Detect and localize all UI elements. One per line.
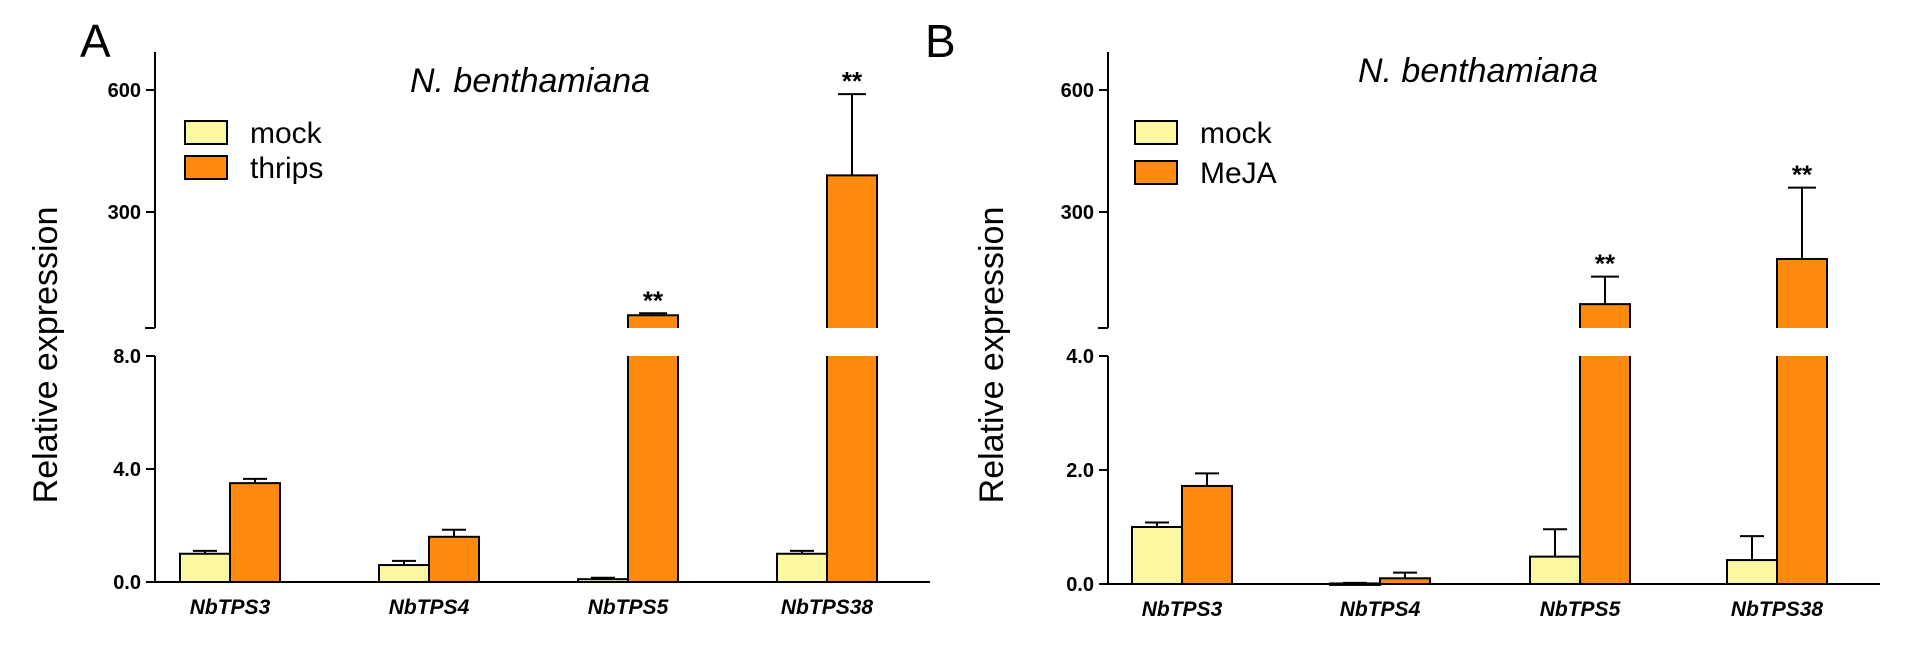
bar-outline <box>1579 356 1631 585</box>
significance-label: ** <box>643 285 664 315</box>
legend-label-treatment-b: MeJA <box>1200 157 1277 190</box>
y-tick-label: 300 <box>1061 202 1094 224</box>
legend-label-treatment-a: thrips <box>250 152 323 185</box>
bar-nbtps5-mock <box>1529 555 1581 586</box>
significance-label: ** <box>1595 249 1616 279</box>
y-axis-label-b: Relative expression <box>973 207 1011 504</box>
bar-outline <box>627 356 679 583</box>
chart-title-a: N. benthamiana <box>410 62 650 100</box>
y-tick-label: 0.0 <box>113 572 141 594</box>
bars-b: ** ** <box>1131 160 1828 586</box>
legend-label-mock-a: mock <box>250 117 323 150</box>
category-label: NbTPS4 <box>1340 598 1421 621</box>
y-tick-label: 600 <box>108 80 141 102</box>
y-tick-label: 300 <box>108 202 141 224</box>
bar-nbtps5-meja-lower <box>1580 356 1630 584</box>
y-ticks-a: 0.0 4.0 8.0 300 600 <box>108 80 155 594</box>
bar-nbtps3-meja <box>1181 484 1233 585</box>
bar-nbtps38-mock <box>776 552 828 583</box>
bar-outline <box>627 314 679 328</box>
category-label: NbTPS3 <box>1142 598 1223 621</box>
bar-nbtps4-meja <box>1379 577 1431 585</box>
bar-nbtps3-mock <box>1131 526 1183 585</box>
y-tick-label: 2.0 <box>1066 460 1094 482</box>
panel-letter-b: B <box>925 15 956 67</box>
bars-a: ** ** <box>179 66 878 583</box>
y-ticks-b: 0.0 2.0 4.0 300 600 <box>1061 80 1108 596</box>
legend-swatch-treatment-b <box>1134 160 1178 185</box>
category-labels-b: NbTPS3 NbTPS4 NbTPS5 NbTPS38 <box>1142 598 1824 621</box>
bar-nbtps38-thrips-lower <box>827 356 877 582</box>
y-axis-label-a: Relative expression <box>27 207 65 504</box>
legend-swatch-treatment-a <box>184 155 228 180</box>
y-tick-label: 4.0 <box>113 459 141 481</box>
y-tick-label: 4.0 <box>1066 346 1094 368</box>
category-label: NbTPS4 <box>389 596 470 619</box>
bar-nbtps3-mock <box>179 552 231 583</box>
bar-nbtps5-thrips-upper <box>628 315 678 328</box>
panel-b: B N. benthamiana Relative expression moc… <box>925 15 1880 621</box>
bar-nbtps5-thrips-lower <box>628 356 678 582</box>
bar-nbtps3-thrips <box>229 482 281 583</box>
bar-outline <box>1579 303 1631 328</box>
bar-nbtps38-meja-upper <box>1777 259 1827 328</box>
bar-nbtps4-thrips <box>428 535 480 583</box>
category-label: NbTPS3 <box>190 596 271 619</box>
bar-nbtps38-thrips-upper <box>827 175 877 328</box>
significance-label: ** <box>842 66 863 96</box>
category-label: NbTPS38 <box>1731 598 1824 621</box>
bar-nbtps38-mock <box>1726 559 1778 585</box>
legend-swatch-mock-b <box>1134 120 1178 145</box>
bar-outline <box>826 356 878 583</box>
bar-nbtps4-mock <box>378 564 430 583</box>
panel-letter-a: A <box>80 15 111 67</box>
significance-label: ** <box>1792 160 1813 190</box>
legend-label-mock-b: mock <box>1200 117 1273 150</box>
y-tick-label: 600 <box>1061 80 1094 102</box>
bar-nbtps38-meja-lower <box>1777 356 1827 584</box>
panel-a: A N. benthamiana Relative expression moc… <box>27 15 930 619</box>
bar-nbtps5-meja-upper <box>1580 304 1630 328</box>
bar-outline <box>1776 356 1828 585</box>
category-label: NbTPS5 <box>1540 598 1621 621</box>
category-label: NbTPS38 <box>781 596 874 619</box>
y-tick-label: 8.0 <box>113 346 141 368</box>
bar-nbtps5-mock <box>577 578 629 583</box>
legend-swatch-mock-a <box>184 120 228 145</box>
category-labels-a: NbTPS3 NbTPS4 NbTPS5 NbTPS38 <box>190 596 874 619</box>
y-tick-label: 0.0 <box>1066 574 1094 596</box>
chart-title-b: N. benthamiana <box>1358 52 1598 90</box>
category-label: NbTPS5 <box>588 596 669 619</box>
